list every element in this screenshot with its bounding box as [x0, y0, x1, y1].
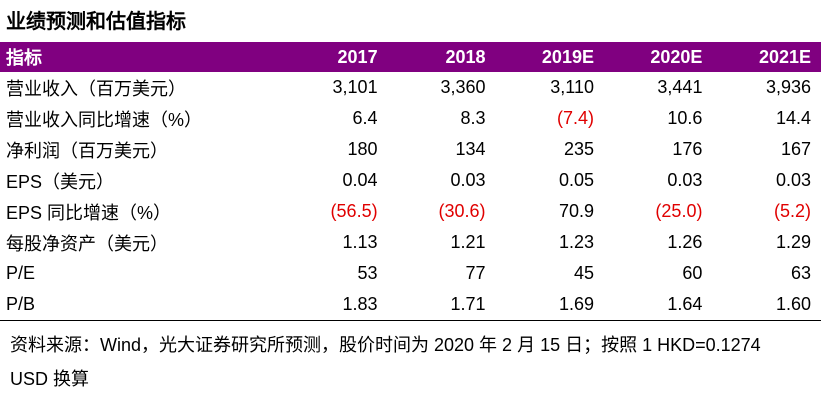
column-header: 2020E [603, 42, 713, 72]
cell-value: 235 [563, 139, 594, 159]
column-header: 2019E [495, 42, 604, 72]
cell-value: 14.4 [775, 108, 811, 128]
cell-value: 1.13 [342, 232, 378, 252]
table-row: 营业收入同比增速（%） 6.4 8.3 (7.4) 10.6 14.4 [0, 103, 821, 134]
column-header: 2021E [712, 42, 821, 72]
cell-value: 180 [347, 139, 378, 159]
cell-value: 1.69 [495, 289, 604, 321]
cell-value: 1.26 [667, 232, 703, 252]
cell-value: 45 [573, 263, 594, 283]
cell-value: 1.64 [603, 289, 713, 321]
cell-value: 0.05 [558, 170, 594, 190]
table-row: 营业收入（百万美元） 3,101 3,360 3,110 3,441 3,936 [0, 72, 821, 103]
column-header: 指标 [0, 42, 280, 72]
row-label: 净利润（百万美元） [6, 140, 168, 161]
cell-value: 3,441 [657, 77, 703, 97]
cell-value: 167 [780, 139, 811, 159]
column-header: 2018 [387, 42, 496, 72]
cell-value: 6.4 [352, 108, 378, 128]
cell-value: 70.9 [558, 201, 594, 221]
cell-value: (7.4) [556, 108, 594, 128]
source-note: 资料来源：Wind，光大证券研究所预测，股价时间为 2020 年 2 月 15 … [10, 335, 761, 389]
cell-value: 176 [672, 139, 703, 159]
cell-value: (5.2) [773, 201, 811, 221]
cell-value: 63 [790, 263, 811, 283]
table-row: EPS（美元） 0.04 0.03 0.05 0.03 0.03 [0, 165, 821, 196]
row-label: EPS 同比增速（%） [6, 202, 172, 223]
cell-value: 60 [682, 263, 703, 283]
table: 指标 2017 2018 2019E 2020E 2021E 营业收入（百万美元） 3,101… [0, 42, 821, 321]
column-header: 2017 [279, 42, 388, 72]
cell-value: 1.83 [279, 289, 388, 321]
title: 业绩预测和估值指标 [6, 11, 186, 33]
row-label: EPS（美元） [6, 171, 115, 192]
cell-value: 3,110 [550, 77, 594, 97]
cell-value: 0.04 [342, 170, 378, 190]
table-row: EPS 同比增速（%） (56.5) (30.6) 70.9 (25.0) (5.2) [0, 196, 821, 227]
row-label: 营业收入同比增速（%） [6, 109, 203, 130]
cell-value: 1.71 [387, 289, 496, 321]
cell-value: 1.60 [712, 289, 821, 321]
cell-value: 77 [465, 263, 486, 283]
row-label: P/B [0, 289, 280, 321]
table-row: 净利润（百万美元） 180 134 235 176 167 [0, 134, 821, 165]
cell-value: 1.29 [775, 232, 811, 252]
table-row: P/E 53 77 45 60 63 [0, 258, 821, 289]
cell-value: (56.5) [330, 201, 378, 221]
cell-value: 0.03 [667, 170, 703, 190]
cell-value: 3,936 [765, 77, 811, 97]
cell-value: 134 [455, 139, 486, 159]
cell-value: 0.03 [450, 170, 486, 190]
cell-value: 10.6 [667, 108, 703, 128]
cell-value: 1.21 [450, 232, 486, 252]
cell-value: 1.23 [558, 232, 594, 252]
cell-value: 53 [357, 263, 378, 283]
cell-value: 3,101 [332, 77, 378, 97]
table-row: 每股净资产（美元） 1.13 1.21 1.23 1.26 1.29 [0, 227, 821, 258]
cell-value: 0.03 [775, 170, 811, 190]
row-label: 营业收入（百万美元） [6, 78, 186, 99]
row-label: 每股净资产（美元） [6, 233, 168, 254]
cell-value: (25.0) [655, 201, 703, 221]
row-label: P/E [6, 263, 36, 283]
cell-value: 8.3 [460, 108, 486, 128]
cell-value: (30.6) [438, 201, 486, 221]
table-row: P/B 1.83 1.71 1.69 1.64 1.60 [0, 289, 821, 321]
cell-value: 3,360 [440, 77, 486, 97]
